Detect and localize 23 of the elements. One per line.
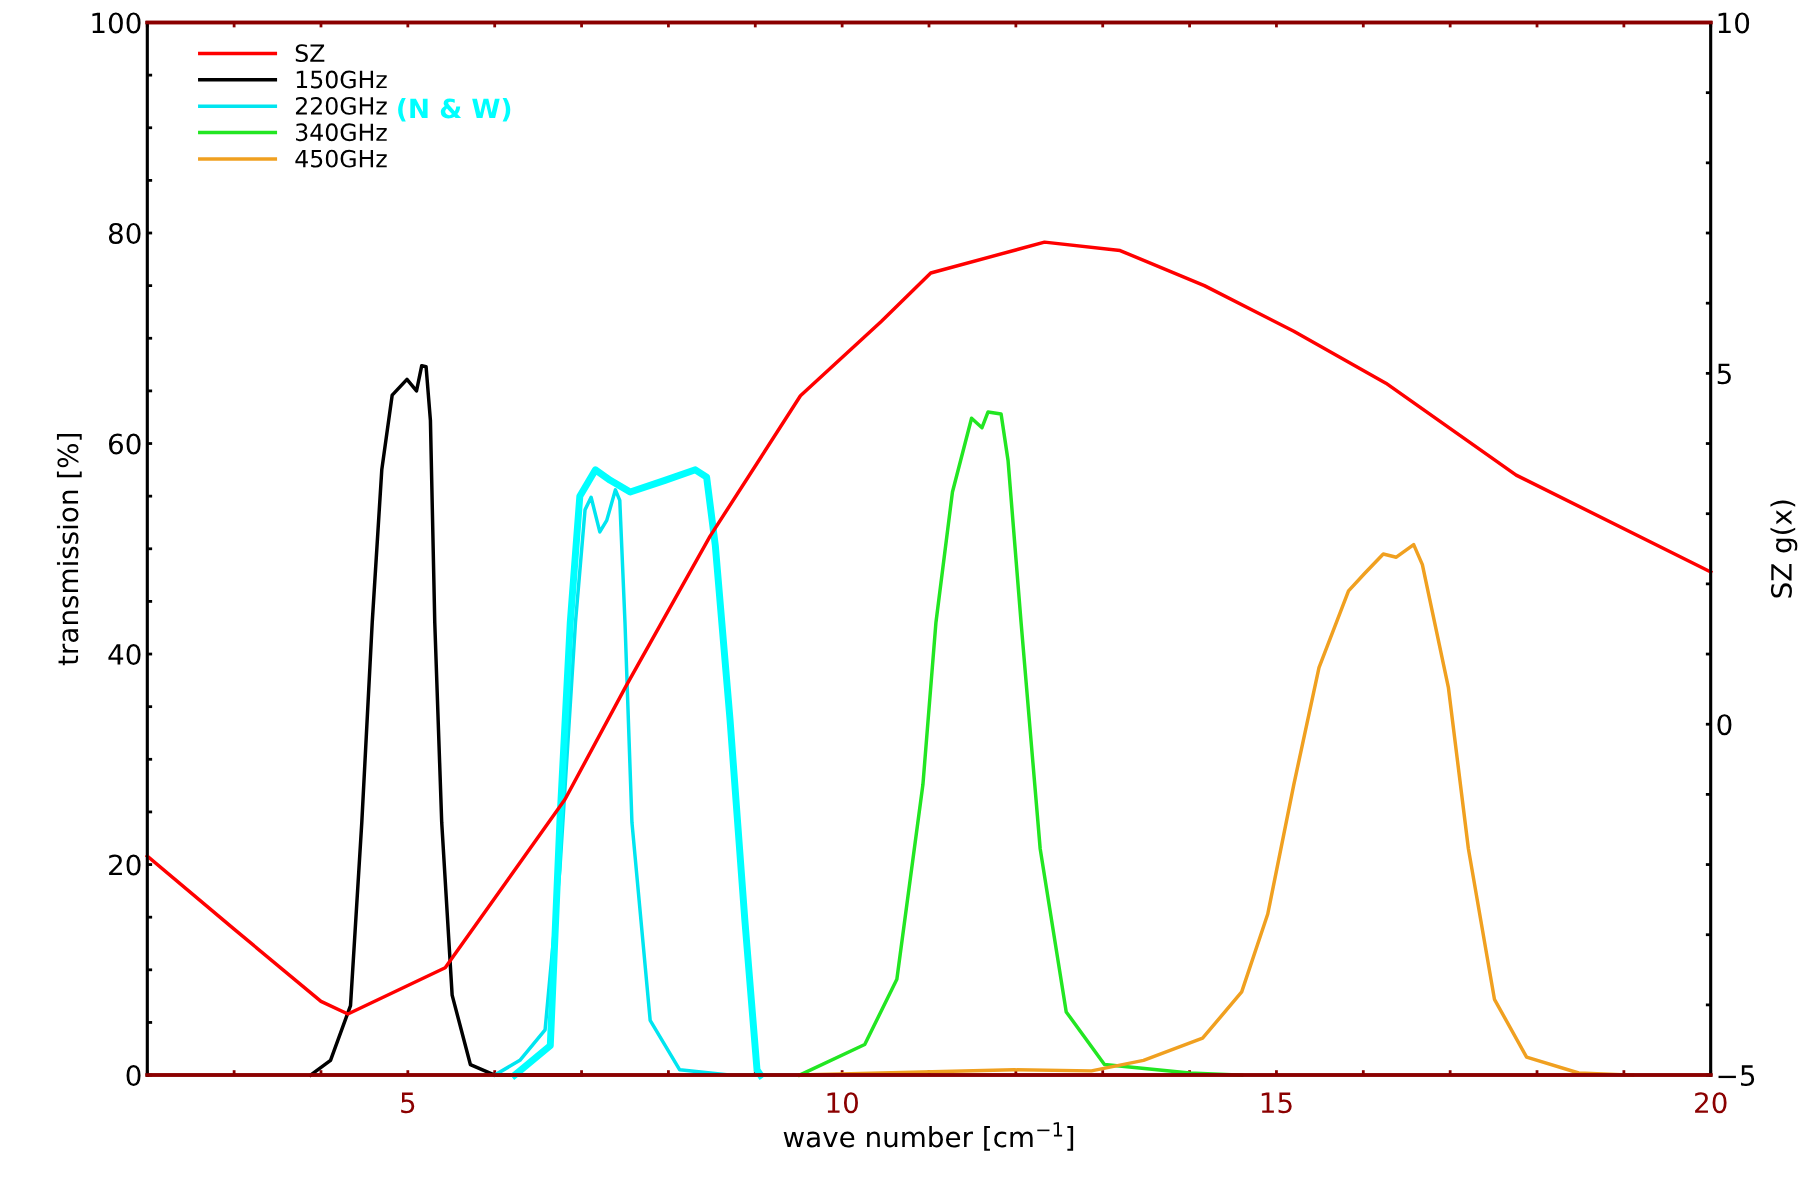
y2-tick-label: 0	[1717, 714, 1732, 736]
y-tick-label: 80	[108, 222, 141, 244]
legend-label: 340GHz	[296, 123, 387, 142]
y2-tick-label: −5	[1718, 1065, 1755, 1087]
legend-label: 220GHz	[295, 96, 387, 115]
y-tick-label: 40	[108, 643, 141, 665]
legend-label: SZ	[295, 44, 325, 63]
x-tick-label: 20	[1695, 1092, 1727, 1114]
legend-label: 150GHz	[296, 70, 387, 89]
y-axis-title: transmission [%]	[56, 433, 82, 666]
y2-tick-label: 10	[1718, 12, 1750, 34]
y2-axis-title: SZ g(x)	[1770, 500, 1798, 598]
x-tick-label: 15	[1261, 1092, 1292, 1114]
legend-label: 450GHz	[295, 149, 387, 168]
x-tick-label: 5	[401, 1092, 415, 1114]
x-axis-title: wave number [cm$^{−1}$]	[783, 1122, 1074, 1151]
y-tick-label: 20	[109, 854, 141, 876]
y-tick-label: 0	[126, 1065, 141, 1087]
y2-tick-label: 5	[1717, 363, 1731, 385]
y-tick-label: 100	[92, 12, 141, 34]
y-tick-label: 60	[108, 433, 141, 455]
annotation: (N & W)	[398, 98, 511, 122]
x-tick-label: 10	[827, 1092, 858, 1114]
